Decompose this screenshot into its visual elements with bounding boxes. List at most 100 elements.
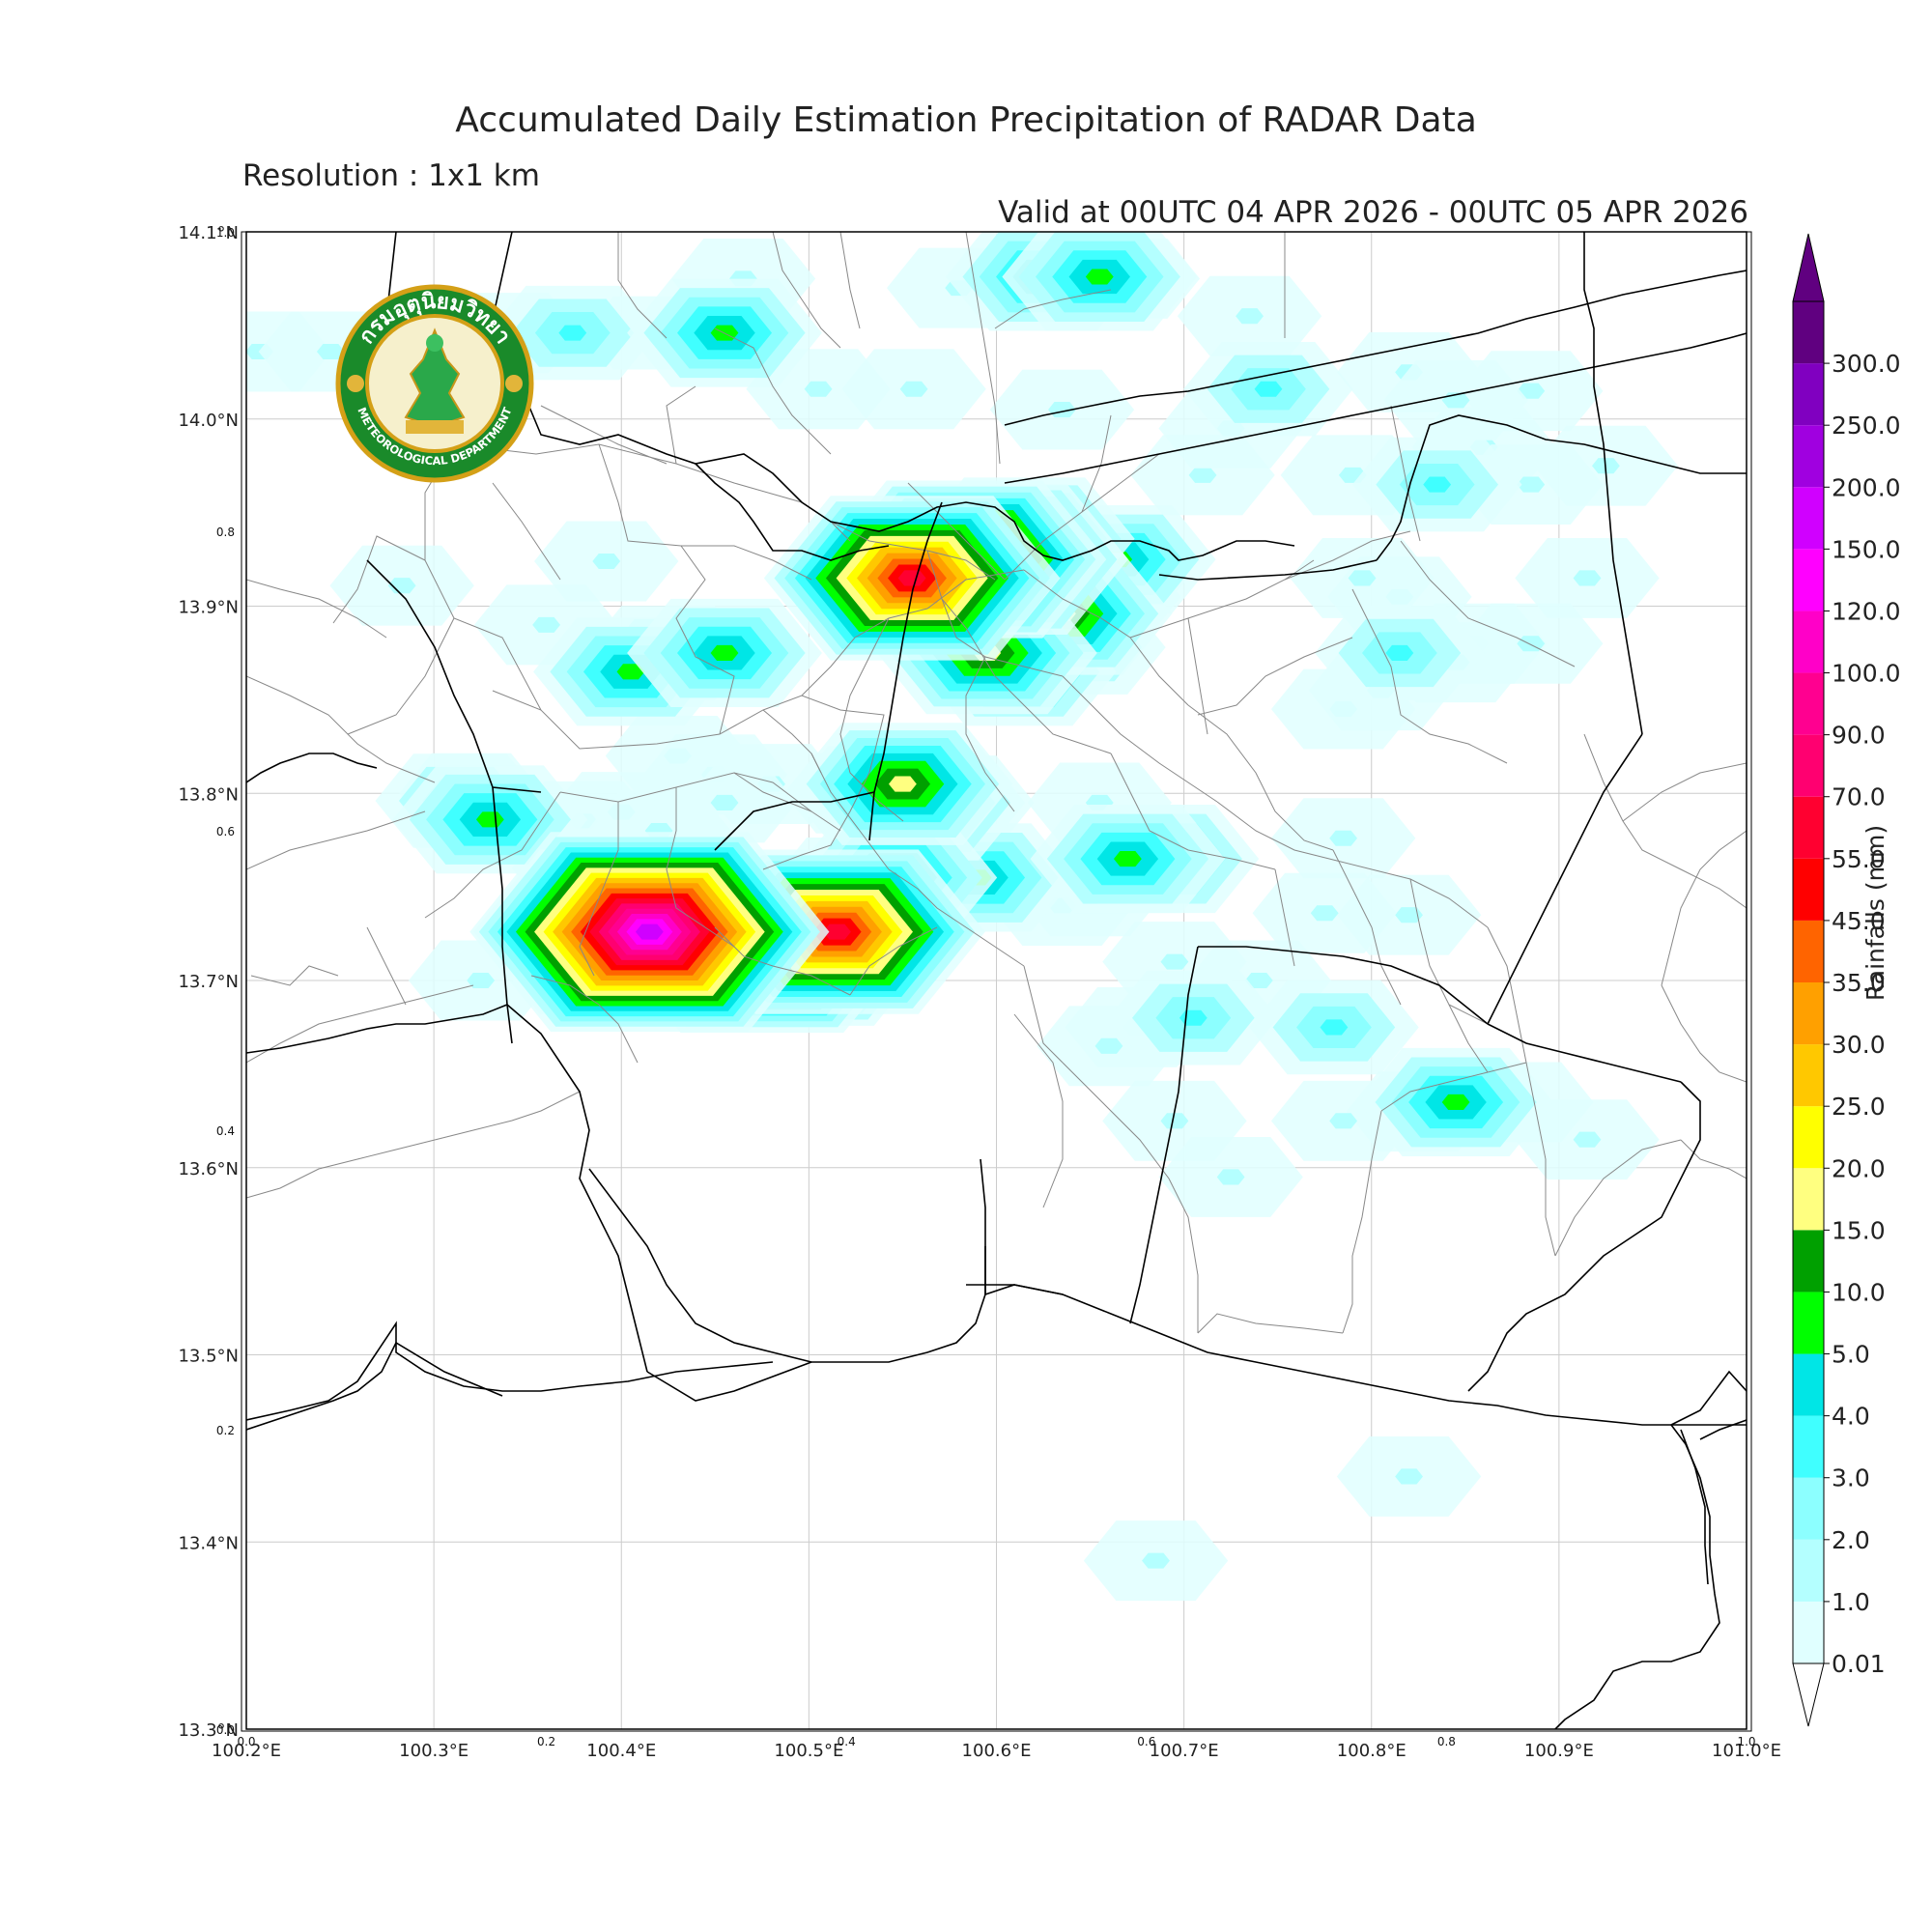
colorbar-swatch (1793, 1044, 1824, 1107)
colorbar-tick-label: 100.0 (1832, 660, 1901, 688)
rain-contour (823, 923, 851, 940)
rain-contour (1423, 476, 1452, 493)
colorbar-swatch (1793, 611, 1824, 673)
lon-tick-label: 100.9°E (1524, 1741, 1594, 1761)
colorbar-tick-label: 45.0 (1832, 907, 1886, 935)
lon-tick-label: 100.2°E (212, 1741, 281, 1761)
colorbar-tick-label: 30.0 (1832, 1031, 1886, 1059)
valid-period-label: Valid at 00UTC 04 APR 2026 - 00UTC 05 AP… (998, 195, 1748, 230)
inner-y-label: 0.2 (216, 1424, 235, 1437)
longitude-labels: 100.2°E 100.3°E 100.4°E 100.5°E 100.6°E 100.7… (212, 1741, 1781, 1761)
lon-tick-label: 100.4°E (586, 1741, 656, 1761)
colorbar-swatch (1793, 1353, 1824, 1416)
rain-contour (1094, 1037, 1123, 1054)
colorbar-swatch (1793, 982, 1824, 1045)
colorbar-swatch (1793, 920, 1824, 982)
rain-cell (1252, 872, 1397, 953)
colorbar-swatch (1793, 425, 1824, 488)
colorbar-tick-label: 90.0 (1832, 722, 1886, 750)
rain-cell (841, 349, 986, 430)
inner-y-label: 0.0 (216, 1723, 235, 1737)
rain-contour (532, 616, 561, 633)
lat-tick-label: 13.6°N (178, 1159, 239, 1179)
rain-contour (1395, 907, 1423, 923)
rain-contour (1160, 953, 1189, 970)
lat-tick-label: 14.1°N (178, 223, 239, 243)
rain-cell (652, 762, 797, 843)
colorbar-swatch (1793, 1477, 1824, 1540)
colorbar-label: Rainfalls (mm) (1861, 825, 1889, 1001)
colorbar-swatch (1793, 1106, 1824, 1169)
rain-cell (1083, 1520, 1229, 1602)
colorbar-tick-label: 1.0 (1832, 1588, 1870, 1616)
lat-tick-label: 13.8°N (178, 784, 239, 805)
colorbar-tick-label: 0.01 (1832, 1650, 1886, 1678)
inner-axis-labels: 1.0 0.8 0.6 0.4 0.2 0.00.0 0.2 0.4 0.6 0.8 1.0 (216, 226, 1756, 1748)
inner-x-label: 0.2 (537, 1735, 555, 1748)
rain-contour (558, 325, 587, 341)
colorbar-max-extension (1792, 233, 1825, 302)
rain-contour (1573, 1131, 1602, 1148)
rain-contour (316, 343, 345, 360)
colorbar-swatch (1793, 487, 1824, 550)
colorbar-tick-label: 25.0 (1832, 1093, 1886, 1121)
rain-contour (1395, 1468, 1423, 1485)
colorbar-tick-label: 4.0 (1832, 1403, 1870, 1431)
lat-tick-label: 13.4°N (178, 1533, 239, 1553)
map-title: Accumulated Daily Estimation Precipitati… (455, 100, 1477, 140)
colorbar-swatch (1793, 1601, 1824, 1663)
rain-contour (475, 811, 504, 828)
colorbar-swatch (1793, 796, 1824, 859)
rain-cell (1336, 1435, 1482, 1517)
colorbar-tick-label: 20.0 (1832, 1154, 1886, 1182)
rain-cell (487, 285, 658, 381)
rain-cell (1108, 970, 1279, 1065)
colorbar-tick-label: 5.0 (1832, 1341, 1870, 1369)
resolution-label: Resolution : 1x1 km (242, 158, 540, 193)
lat-tick-label: 13.5°N (178, 1347, 239, 1367)
rain-contour (1254, 381, 1283, 397)
colorbar-tick-label: 200.0 (1832, 473, 1901, 501)
rain-contour (635, 923, 664, 940)
rain-cell (1290, 537, 1435, 618)
colorbar-swatch (1793, 1292, 1824, 1354)
rain-cell (1177, 275, 1322, 356)
rain-contour (592, 553, 621, 570)
colorbar-tick-label: 55.0 (1832, 845, 1886, 873)
province-boundaries (246, 232, 1747, 1729)
lon-tick-label: 100.5°E (774, 1741, 843, 1761)
lat-tick-label: 13.7°N (178, 972, 239, 992)
rain-contour (1329, 1113, 1358, 1129)
rain-contour (1142, 1552, 1170, 1569)
rain-contour (1517, 636, 1546, 652)
colorbar-tick-label: 150.0 (1832, 535, 1901, 563)
rain-cell (1249, 980, 1419, 1075)
district-boundaries (246, 232, 1747, 1334)
colorbar-swatch (1793, 1539, 1824, 1602)
lat-tick-label: 13.3°N (178, 1720, 239, 1741)
colorbar-tick-label: 3.0 (1832, 1464, 1870, 1492)
rain-contour (1517, 383, 1546, 399)
lon-tick-label: 100.7°E (1150, 1741, 1219, 1761)
rain-contour (1320, 1019, 1349, 1036)
lon-tick-label: 101.0°E (1712, 1741, 1781, 1761)
colorbar-swatch (1793, 549, 1824, 611)
colorbar-swatch (1793, 672, 1824, 735)
inner-x-label: 0.6 (1137, 1735, 1155, 1748)
colorbar-tick-label: 300.0 (1832, 350, 1901, 378)
inner-y-label: 1.0 (216, 226, 235, 240)
rain-contour (1310, 905, 1339, 922)
rain-cell (763, 496, 1061, 661)
rain-contour (897, 570, 926, 586)
colorbar-swatch (1793, 1168, 1824, 1231)
colorbar-min-extension (1792, 1662, 1825, 1727)
rain-cell (1315, 606, 1485, 700)
inner-x-label: 1.0 (1737, 1735, 1755, 1748)
rain-cell (1358, 1047, 1554, 1156)
rain-contour (467, 972, 496, 989)
rain-contour (1329, 830, 1358, 846)
rain-contour (1236, 308, 1264, 325)
rain-contour (804, 381, 833, 397)
colorbar-tick-label: 2.0 (1832, 1526, 1870, 1554)
